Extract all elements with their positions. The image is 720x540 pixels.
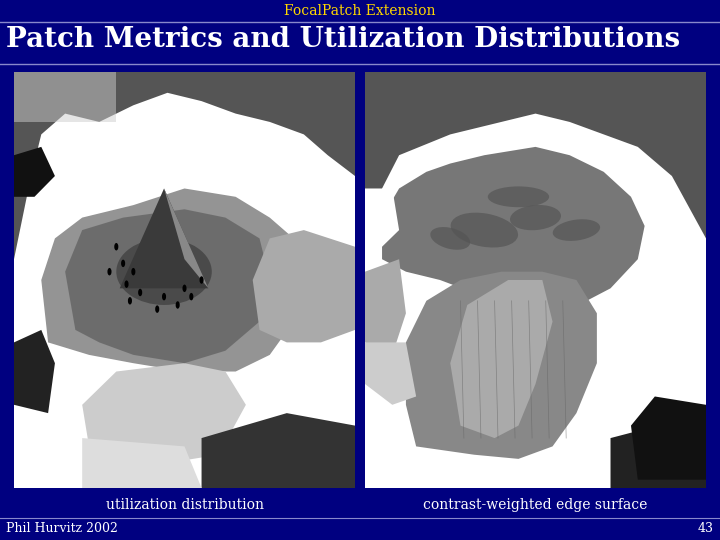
Ellipse shape	[131, 268, 135, 275]
Ellipse shape	[176, 301, 180, 309]
Bar	[365, 72, 706, 488]
Text: FocalPatch Extension: FocalPatch Extension	[284, 4, 436, 18]
Bar	[14, 72, 355, 488]
Ellipse shape	[117, 238, 212, 305]
Ellipse shape	[553, 219, 600, 241]
Ellipse shape	[199, 276, 204, 284]
Ellipse shape	[451, 213, 518, 247]
Polygon shape	[164, 188, 208, 288]
Ellipse shape	[125, 280, 129, 288]
Ellipse shape	[487, 186, 549, 207]
Polygon shape	[14, 72, 355, 259]
Polygon shape	[14, 147, 55, 197]
Polygon shape	[406, 272, 597, 459]
Ellipse shape	[156, 306, 159, 313]
Ellipse shape	[189, 293, 194, 300]
Text: utilization distribution: utilization distribution	[106, 498, 264, 512]
Polygon shape	[41, 188, 304, 372]
Text: Phil Hurvitz 2002: Phil Hurvitz 2002	[6, 523, 118, 536]
Polygon shape	[382, 147, 644, 305]
Ellipse shape	[162, 293, 166, 300]
Polygon shape	[631, 396, 706, 480]
Polygon shape	[450, 280, 552, 438]
Polygon shape	[365, 72, 706, 238]
Polygon shape	[611, 413, 706, 488]
Polygon shape	[365, 259, 406, 355]
Polygon shape	[14, 330, 55, 413]
Polygon shape	[82, 438, 202, 488]
Text: Patch Metrics and Utilization Distributions: Patch Metrics and Utilization Distributi…	[6, 26, 680, 53]
Bar	[14, 72, 117, 122]
Polygon shape	[120, 188, 208, 288]
Polygon shape	[65, 210, 270, 363]
Polygon shape	[365, 342, 416, 405]
Ellipse shape	[121, 260, 125, 267]
Text: 43: 43	[698, 523, 714, 536]
Ellipse shape	[107, 268, 112, 275]
Text: contrast-weighted edge surface: contrast-weighted edge surface	[423, 498, 648, 512]
Ellipse shape	[138, 289, 143, 296]
Ellipse shape	[114, 243, 118, 251]
Ellipse shape	[182, 285, 186, 292]
Polygon shape	[82, 363, 246, 463]
Ellipse shape	[128, 297, 132, 305]
Polygon shape	[202, 413, 355, 488]
Ellipse shape	[510, 205, 561, 230]
Polygon shape	[253, 230, 355, 342]
Ellipse shape	[431, 227, 470, 250]
Polygon shape	[365, 188, 399, 247]
